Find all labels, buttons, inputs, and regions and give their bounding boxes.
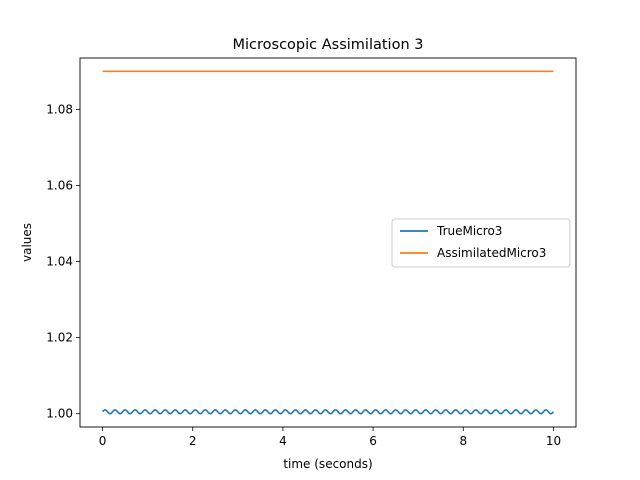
chart-title: Microscopic Assimilation 3 [233, 37, 424, 53]
y-tick-label: 1.08 [46, 102, 73, 116]
y-tick-label: 1.04 [46, 255, 73, 269]
x-tick-label: 2 [189, 434, 197, 448]
y-tick-label: 1.06 [46, 178, 73, 192]
y-tick-label: 1.00 [46, 407, 73, 421]
y-axis-ticks: 1.00 1.02 1.04 1.06 1.08 [46, 102, 80, 421]
x-tick-label: 4 [279, 434, 287, 448]
legend-label: TrueMicro3 [436, 224, 502, 238]
x-tick-label: 8 [459, 434, 467, 448]
x-tick-label: 6 [369, 434, 377, 448]
x-axis-ticks: 0 2 4 6 8 10 [99, 427, 561, 448]
x-tick-label: 10 [546, 434, 561, 448]
legend-box [391, 218, 571, 268]
series-layer [101, 70, 555, 415]
y-tick-label: 1.02 [46, 331, 73, 345]
y-axis-label: values [20, 223, 34, 262]
series-line-truemicro3 [101, 409, 555, 415]
legend: TrueMicro3 AssimilatedMicro3 [391, 218, 571, 268]
axes-frame [79, 57, 577, 428]
legend-label: AssimilatedMicro3 [437, 246, 546, 260]
x-axis-label: time (seconds) [283, 457, 372, 471]
x-tick-label: 0 [99, 434, 107, 448]
